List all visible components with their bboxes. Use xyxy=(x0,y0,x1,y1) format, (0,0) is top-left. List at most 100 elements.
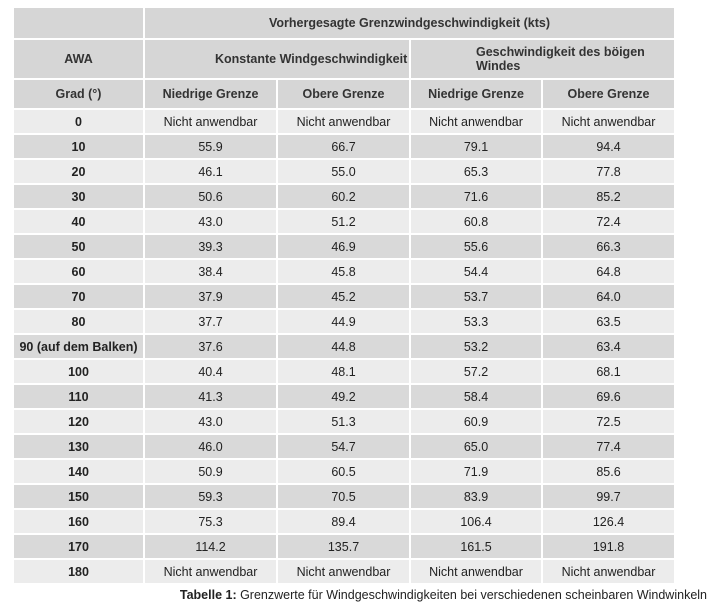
value-cell: 37.9 xyxy=(145,285,276,308)
value-cell: 75.3 xyxy=(145,510,276,533)
value-cell: 68.1 xyxy=(543,360,674,383)
table-row: 170 114.2 135.7 161.5 191.8 xyxy=(14,535,674,558)
table-row: 120 43.0 51.3 60.9 72.5 xyxy=(14,410,674,433)
value-cell: 46.0 xyxy=(145,435,276,458)
awa-cell: 150 xyxy=(14,485,143,508)
awa-cell: 70 xyxy=(14,285,143,308)
awa-cell: 40 xyxy=(14,210,143,233)
value-cell: 69.6 xyxy=(543,385,674,408)
value-cell: 44.8 xyxy=(278,335,409,358)
value-cell: Nicht anwendbar xyxy=(543,110,674,133)
table-row: 110 41.3 49.2 58.4 69.6 xyxy=(14,385,674,408)
value-cell: Nicht anwendbar xyxy=(543,560,674,583)
value-cell: 66.3 xyxy=(543,235,674,258)
awa-cell: 80 xyxy=(14,310,143,333)
awa-cell: 90 (auf dem Balken) xyxy=(14,335,143,358)
value-cell: 63.4 xyxy=(543,335,674,358)
value-cell: 43.0 xyxy=(145,410,276,433)
value-cell: 89.4 xyxy=(278,510,409,533)
table-row: 30 50.6 60.2 71.6 85.2 xyxy=(14,185,674,208)
table-row: 80 37.7 44.9 53.3 63.5 xyxy=(14,310,674,333)
value-cell: 85.2 xyxy=(543,185,674,208)
value-cell: 46.1 xyxy=(145,160,276,183)
value-cell: 38.4 xyxy=(145,260,276,283)
table-row: 100 40.4 48.1 57.2 68.1 xyxy=(14,360,674,383)
value-cell: 43.0 xyxy=(145,210,276,233)
header-row-3: Grad (°) Niedrige Grenze Obere Grenze Ni… xyxy=(14,80,674,108)
awa-cell: 110 xyxy=(14,385,143,408)
value-cell: 72.5 xyxy=(543,410,674,433)
awa-cell: 130 xyxy=(14,435,143,458)
value-cell: 77.4 xyxy=(543,435,674,458)
header-row-2: AWA Konstante Windgeschwindigkeit Geschw… xyxy=(14,40,674,78)
value-cell: 161.5 xyxy=(411,535,541,558)
value-cell: 83.9 xyxy=(411,485,541,508)
table-row: 130 46.0 54.7 65.0 77.4 xyxy=(14,435,674,458)
caption-label: Tabelle 1: xyxy=(179,588,237,602)
value-cell: 45.2 xyxy=(278,285,409,308)
table-row: 70 37.9 45.2 53.7 64.0 xyxy=(14,285,674,308)
awa-cell: 160 xyxy=(14,510,143,533)
value-cell: 37.6 xyxy=(145,335,276,358)
value-cell: 79.1 xyxy=(411,135,541,158)
value-cell: 71.9 xyxy=(411,460,541,483)
awa-cell: 10 xyxy=(14,135,143,158)
table-row: 20 46.1 55.0 65.3 77.8 xyxy=(14,160,674,183)
value-cell: Nicht anwendbar xyxy=(145,560,276,583)
value-cell: 41.3 xyxy=(145,385,276,408)
value-cell: 53.3 xyxy=(411,310,541,333)
value-cell: 135.7 xyxy=(278,535,409,558)
value-cell: 126.4 xyxy=(543,510,674,533)
value-cell: 60.9 xyxy=(411,410,541,433)
value-cell: 44.9 xyxy=(278,310,409,333)
value-cell: 39.3 xyxy=(145,235,276,258)
table-row: 90 (auf dem Balken) 37.6 44.8 53.2 63.4 xyxy=(14,335,674,358)
value-cell: 106.4 xyxy=(411,510,541,533)
value-cell: 51.3 xyxy=(278,410,409,433)
value-cell: 65.0 xyxy=(411,435,541,458)
header-main: Vorhergesagte Grenzwindgeschwindigkeit (… xyxy=(145,8,674,38)
value-cell: 60.8 xyxy=(411,210,541,233)
table-row: 160 75.3 89.4 106.4 126.4 xyxy=(14,510,674,533)
value-cell: 54.7 xyxy=(278,435,409,458)
header-low-1: Niedrige Grenze xyxy=(145,80,276,108)
wind-limit-table: Vorhergesagte Grenzwindgeschwindigkeit (… xyxy=(12,6,676,585)
value-cell: Nicht anwendbar xyxy=(411,560,541,583)
table-row: 180 Nicht anwendbar Nicht anwendbar Nicht a… xyxy=(14,560,674,583)
value-cell: 49.2 xyxy=(278,385,409,408)
header-low-2: Niedrige Grenze xyxy=(411,80,541,108)
awa-cell: 50 xyxy=(14,235,143,258)
header-high-2: Obere Grenze xyxy=(543,80,674,108)
awa-cell: 100 xyxy=(14,360,143,383)
header-blank-cell xyxy=(14,8,143,38)
table-row: 10 55.9 66.7 79.1 94.4 xyxy=(14,135,674,158)
header-group-gust: Geschwindigkeit des böigen Windes xyxy=(411,40,674,78)
value-cell: 65.3 xyxy=(411,160,541,183)
value-cell: 58.4 xyxy=(411,385,541,408)
value-cell: 46.9 xyxy=(278,235,409,258)
value-cell: 53.7 xyxy=(411,285,541,308)
value-cell: 94.4 xyxy=(543,135,674,158)
table-row: 0 Nicht anwendbar Nicht anwendbar Nicht anw… xyxy=(14,110,674,133)
table-row: 140 50.9 60.5 71.9 85.6 xyxy=(14,460,674,483)
awa-cell: 120 xyxy=(14,410,143,433)
value-cell: 53.2 xyxy=(411,335,541,358)
caption-text: Grenzwerte für Windgeschwindigkeiten bei… xyxy=(236,588,707,602)
value-cell: 45.8 xyxy=(278,260,409,283)
value-cell: 55.9 xyxy=(145,135,276,158)
awa-cell: 140 xyxy=(14,460,143,483)
value-cell: 66.7 xyxy=(278,135,409,158)
awa-cell: 20 xyxy=(14,160,143,183)
value-cell: 48.1 xyxy=(278,360,409,383)
value-cell: 64.8 xyxy=(543,260,674,283)
awa-cell: 0 xyxy=(14,110,143,133)
awa-cell: 60 xyxy=(14,260,143,283)
value-cell: 71.6 xyxy=(411,185,541,208)
header-awa: AWA xyxy=(14,40,143,78)
value-cell: 64.0 xyxy=(543,285,674,308)
value-cell: 55.0 xyxy=(278,160,409,183)
value-cell: Nicht anwendbar xyxy=(278,110,409,133)
table-caption: Tabelle 1: Grenzwerte für Windgeschwindi… xyxy=(180,588,707,602)
awa-cell: 170 xyxy=(14,535,143,558)
value-cell: Nicht anwendbar xyxy=(411,110,541,133)
